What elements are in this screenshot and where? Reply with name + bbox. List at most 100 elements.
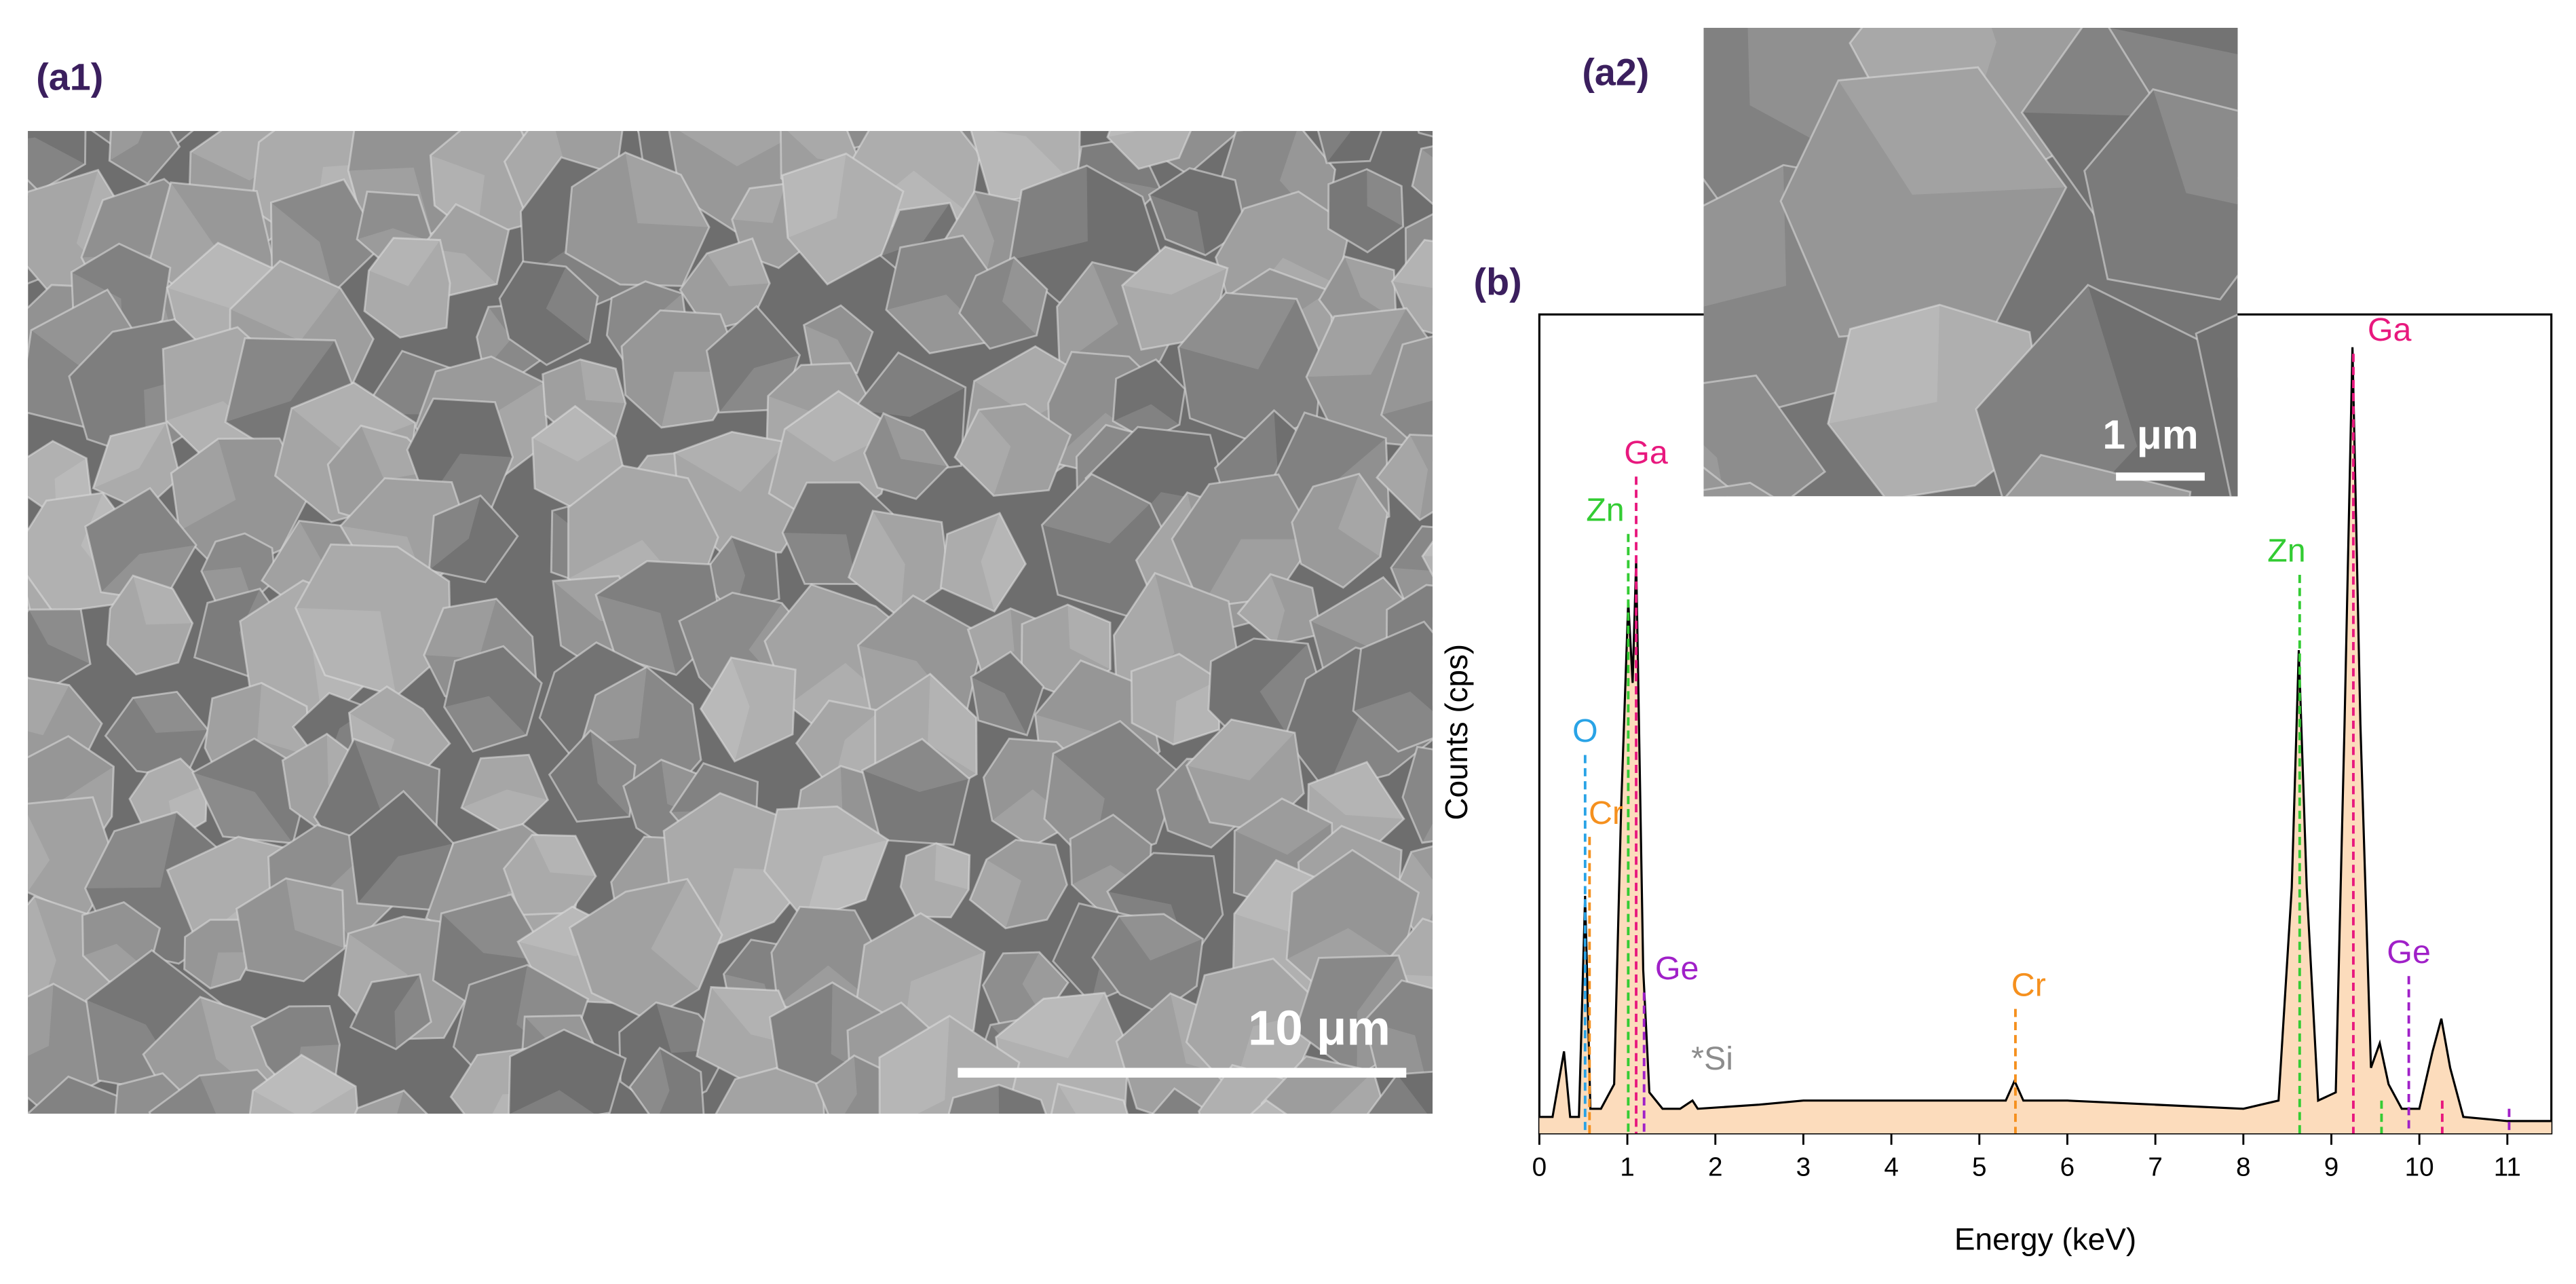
grain-shade (0, 705, 12, 765)
scale-bar-label: 10 μm (1248, 1001, 1390, 1056)
grain-shade (1329, 1071, 1386, 1114)
grain-shade (230, 261, 341, 341)
grain-shade (700, 657, 750, 761)
grain-shade (1344, 256, 1397, 320)
grain (715, 1067, 825, 1114)
grain-shade (1238, 574, 1285, 645)
element-label: O (1572, 713, 1598, 749)
grain-shade (461, 789, 548, 837)
grain (863, 37, 936, 122)
grain-shade (1318, 131, 1350, 164)
grain (1511, 1160, 1595, 1239)
grain (2250, 121, 2474, 328)
grain-shade (1550, 145, 1679, 219)
grain-shade (444, 696, 527, 752)
grain-shade (1353, 692, 1433, 752)
grain-shade (1469, 121, 1701, 277)
grain-shade (369, 131, 390, 136)
grain-shade (803, 325, 857, 373)
grain-shade (28, 678, 69, 736)
grain-shade (862, 738, 970, 793)
grain (598, 1112, 610, 1114)
grain-shade (225, 338, 335, 422)
grain (699, 656, 797, 763)
grain-shade (886, 295, 992, 354)
scale-bar-label: 1 μm (2102, 411, 2198, 457)
grain-shade (546, 266, 598, 343)
grain (289, 0, 385, 92)
grain-shade (1058, 1084, 1128, 1114)
sem-image (0, 0, 1595, 1278)
grain (745, 1115, 865, 1233)
grain-shade (368, 238, 440, 286)
grain (958, 256, 1048, 350)
grain (1380, 335, 1433, 463)
grain-shade (629, 1048, 670, 1114)
grain (1441, 2, 1701, 278)
element-label: Zn (1586, 491, 1624, 528)
grain (1352, 620, 1433, 753)
grain-shade (1201, 29, 1276, 71)
grain-shade (1308, 761, 1404, 819)
grain (1703, 481, 1774, 497)
grain-shade (1328, 1184, 1387, 1250)
grain (953, 402, 1072, 497)
grain (174, 1121, 258, 1215)
grain-shade (93, 422, 166, 489)
grain-shade (581, 666, 647, 745)
grain-shade (1152, 1089, 1212, 1114)
grain (781, 152, 905, 286)
grain (763, 805, 890, 922)
x-tick-label: 5 (1972, 1153, 1987, 1182)
grain (1249, 1099, 1287, 1114)
grain-shade (889, 37, 936, 77)
grain (736, 131, 770, 146)
grain (939, 512, 1027, 613)
grain (1697, 0, 1932, 23)
x-tick-label: 4 (1884, 1153, 1899, 1182)
grain (1390, 1134, 1464, 1218)
x-tick-label: 6 (2060, 1153, 2075, 1182)
grain-shade (1390, 1134, 1442, 1196)
grain (128, 757, 208, 840)
grain-shade (784, 391, 899, 462)
grain (970, 650, 1045, 737)
grain-shade (257, 683, 311, 757)
sem-inset (1441, 0, 2474, 497)
grain-shade (1234, 798, 1332, 855)
grain-shade (651, 879, 722, 989)
y-axis-label: Counts (cps) (1439, 644, 1474, 820)
grain (363, 237, 451, 339)
grain (1462, 13, 1533, 84)
grain-shade (1479, 341, 1547, 475)
grain-shade (1251, 1100, 1286, 1114)
grain (1151, 1087, 1214, 1114)
grain (1376, 434, 1433, 522)
grain-shade (955, 409, 1011, 496)
grain-shade (782, 533, 857, 584)
grain (814, 1054, 901, 1114)
grain-shade (1460, 7, 1538, 155)
grain (2195, 314, 2238, 497)
grain-shade (1306, 308, 1407, 377)
grain-shade (210, 952, 255, 989)
grain-shade (1118, 913, 1203, 961)
grain-shade (0, 783, 7, 846)
grain-shade (883, 413, 949, 467)
grain-shade (1200, 539, 1315, 608)
grain (838, 1135, 972, 1278)
grain-shade (1827, 305, 1940, 424)
grain-shade (1494, 38, 1534, 84)
grain-shade (1067, 604, 1111, 670)
grain-shade (816, 1055, 857, 1114)
grain (568, 877, 723, 1021)
element-label: Cr (1589, 795, 1623, 831)
grain (620, 309, 744, 429)
grain-shade (928, 674, 977, 774)
grain-shade (996, 992, 1105, 1059)
grain (235, 877, 346, 983)
grain-shade (28, 896, 56, 1019)
grain-shade (705, 1156, 770, 1208)
grain-shade (364, 1146, 417, 1220)
